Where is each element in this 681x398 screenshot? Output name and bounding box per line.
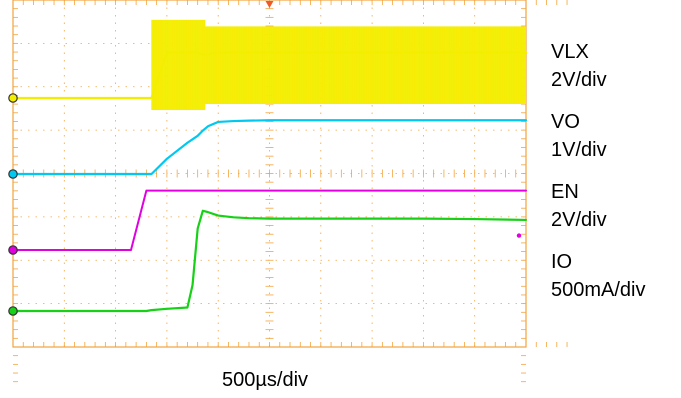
legend-label-vlx: VLX xyxy=(551,41,589,63)
oscilloscope-plot xyxy=(8,0,568,383)
legend-label-vo: VO xyxy=(551,111,580,133)
series-vlx-trace xyxy=(11,51,528,100)
legend-entry-vo: VO 1V/div xyxy=(551,108,679,178)
legend-scale-vo: 1V/div xyxy=(551,139,607,161)
time-scale-label: 500µs/div xyxy=(222,369,309,391)
legend-label-en: EN xyxy=(551,181,579,203)
channel-io-ground-marker xyxy=(8,306,18,316)
legend-scale-io: 500mA/div xyxy=(551,279,646,301)
legend-scale-vlx: 2V/div xyxy=(551,69,607,91)
series-vo-trace xyxy=(11,119,528,176)
series-io-trace xyxy=(11,209,528,313)
legend-entry-en: EN 2V/div xyxy=(551,178,679,248)
channel-en-ground-marker xyxy=(8,245,18,255)
legend-scale-en: 2V/div xyxy=(551,209,607,231)
channel-vlx-ground-marker xyxy=(8,93,18,103)
series-en-trace xyxy=(12,189,527,251)
legend-entry-vlx: VLX 2V/div xyxy=(551,38,679,108)
oscilloscope-screen xyxy=(8,0,568,383)
legend-entry-io: IO 500mA/div xyxy=(551,248,679,318)
trigger-position-marker xyxy=(265,1,274,8)
channel-vo-ground-marker xyxy=(8,169,18,179)
series-en-reference-dot xyxy=(516,233,522,238)
legend-label-io: IO xyxy=(551,251,573,273)
channel-legend: VLX 2V/div VO 1V/div EN 2V/div IO 500mA/… xyxy=(551,38,679,318)
